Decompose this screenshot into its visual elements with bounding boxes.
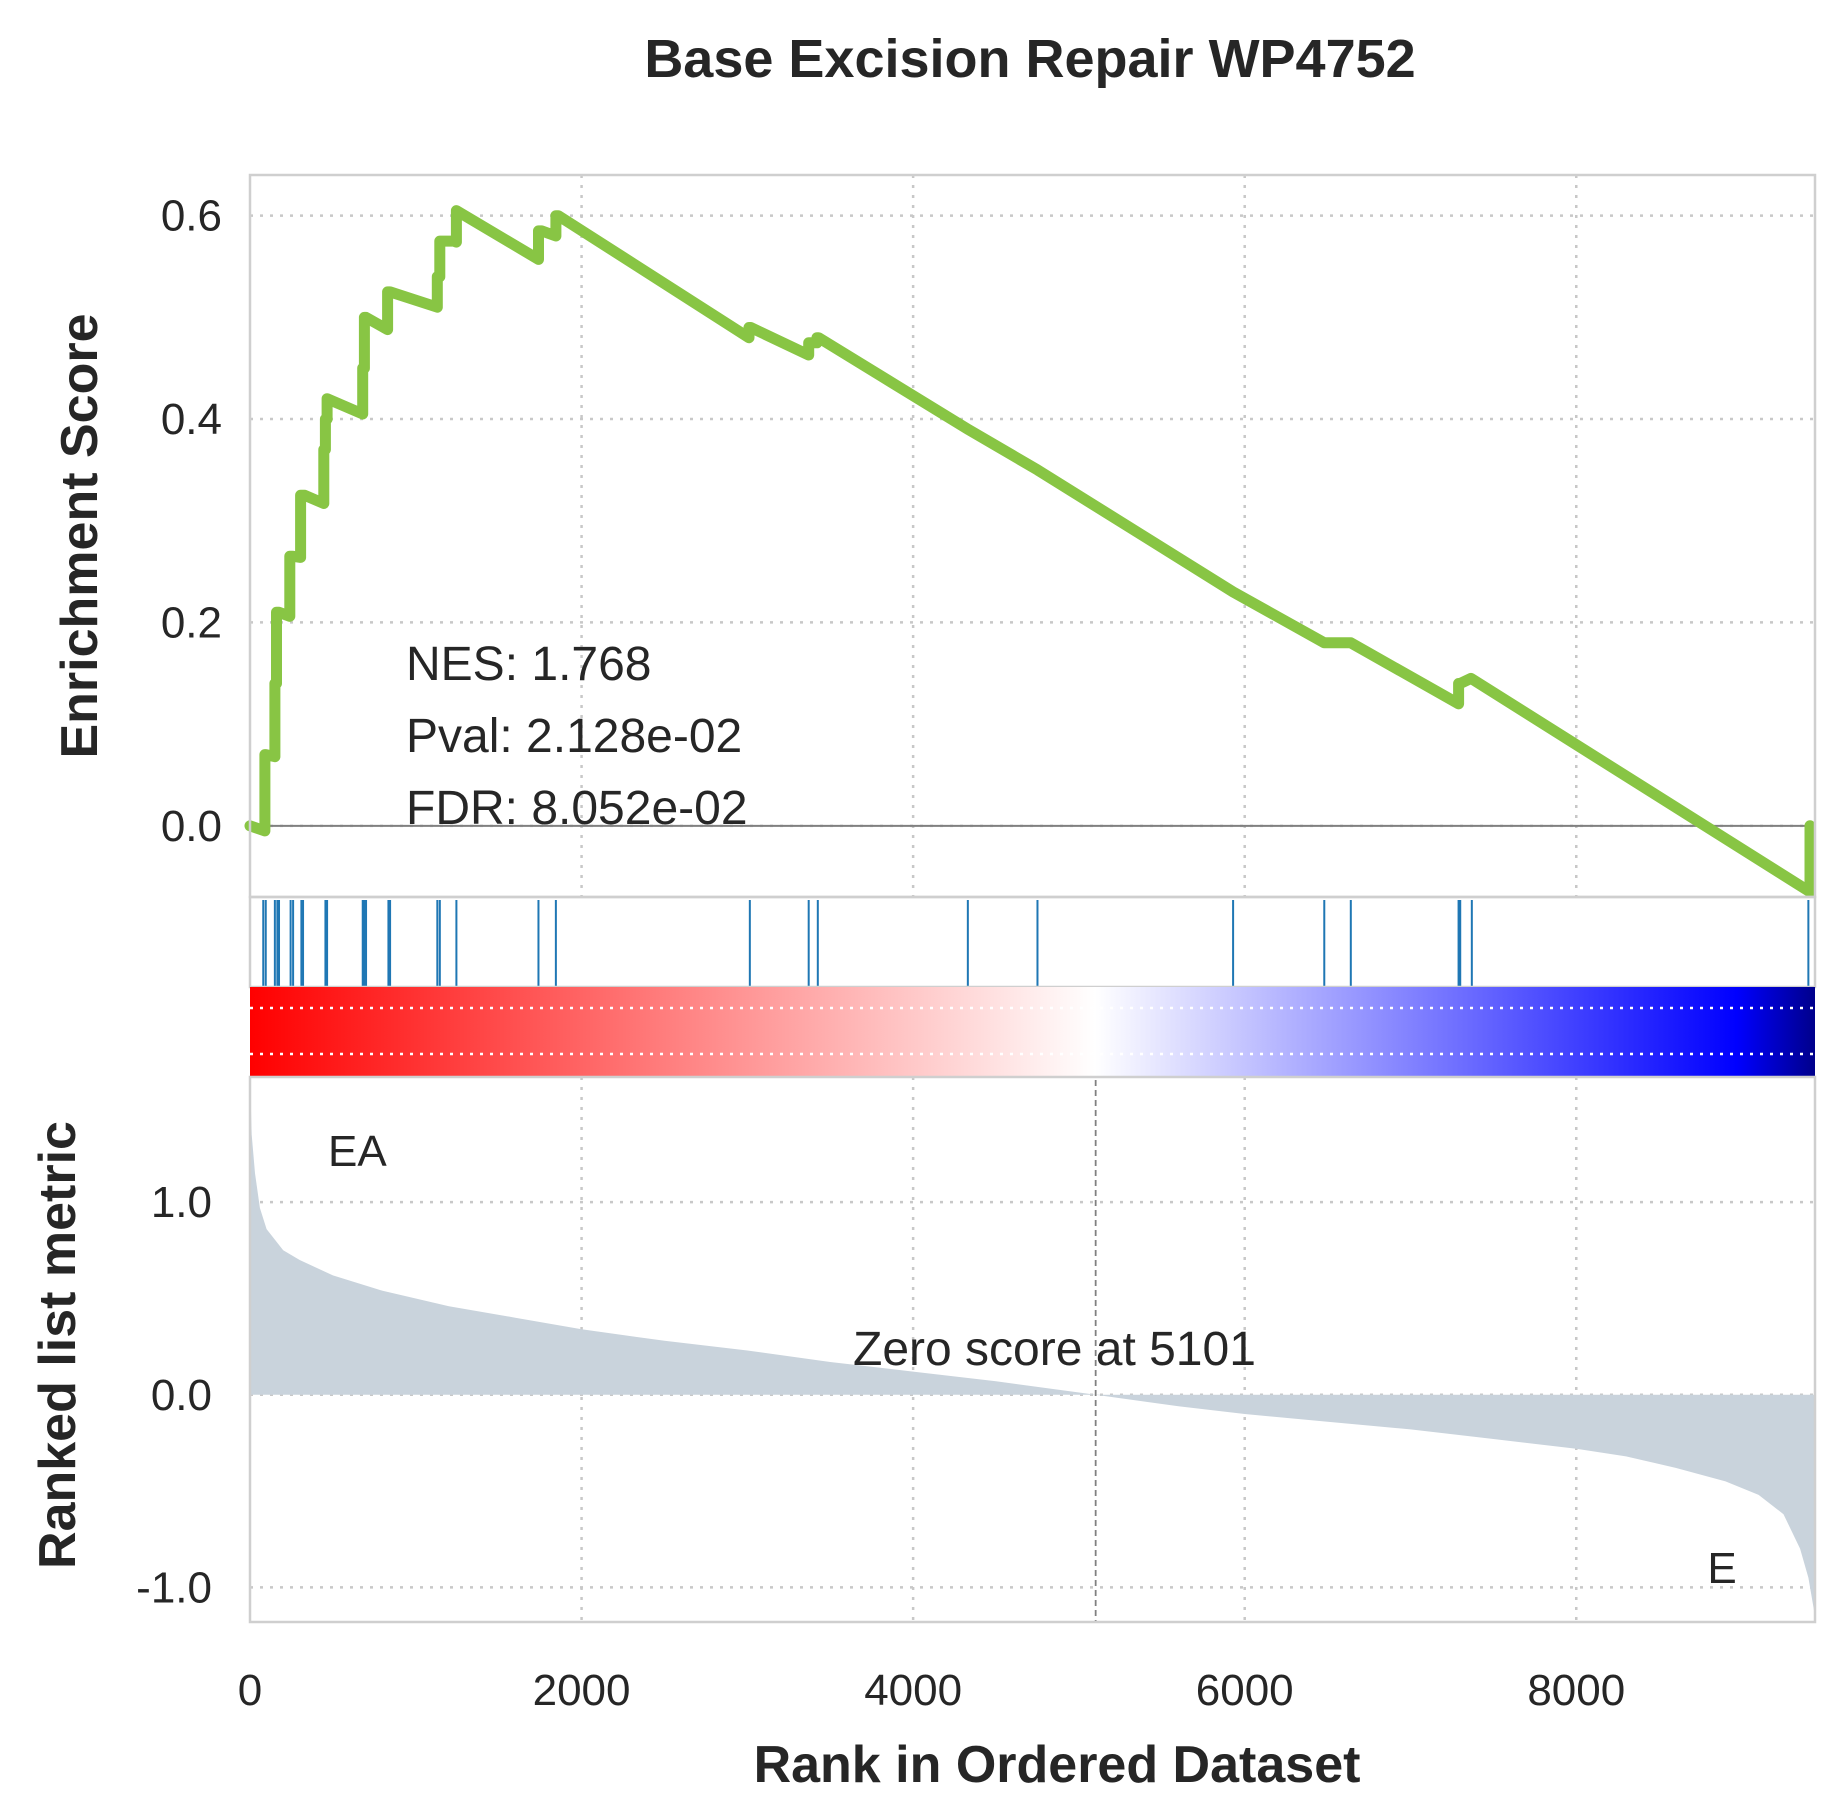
es-y-ticks: 0.0 0.2 0.4 0.6 <box>161 192 222 851</box>
x-tick-label: 4000 <box>864 1666 962 1715</box>
pos-class-label: EA <box>328 1127 387 1176</box>
rank-heatmap <box>250 987 1815 1077</box>
heatmap-bar <box>250 987 1815 1077</box>
x-axis-label: Rank in Ordered Dataset <box>754 1736 1361 1794</box>
metric-y-tick-label: 1.0 <box>151 1178 212 1227</box>
metric-panel: -1.0 0.0 1.0 Ranked list metric Zero score… <box>29 1075 1817 1624</box>
metric-area <box>250 1077 1815 1617</box>
x-tick-label: 0 <box>238 1666 262 1715</box>
hit-lines <box>262 900 1810 987</box>
metric-y-tick-label: 0.0 <box>151 1371 212 1420</box>
chart-title: Base Excision Repair WP4752 <box>644 29 1415 89</box>
es-y-tick-label: 0.0 <box>161 802 222 851</box>
fdr-label: FDR: 8.052e-02 <box>406 782 748 835</box>
es-y-tick-label: 0.6 <box>161 192 222 241</box>
nes-label: NES: 1.768 <box>406 638 651 691</box>
zero-score-label: Zero score at 5101 <box>853 1323 1256 1376</box>
x-ticks: 0 2000 4000 6000 8000 <box>238 1666 1625 1715</box>
metric-ylabel: Ranked list metric <box>29 1121 87 1569</box>
metric-y-tick-label: -1.0 <box>136 1563 212 1612</box>
metric-frame <box>248 1075 1817 1624</box>
x-tick-label: 8000 <box>1527 1666 1625 1715</box>
es-ylabel: Enrichment Score <box>51 313 109 758</box>
es-y-tick-label: 0.4 <box>161 395 222 444</box>
x-tick-label: 2000 <box>533 1666 631 1715</box>
metric-y-ticks: -1.0 0.0 1.0 <box>136 1178 212 1612</box>
hits-frame <box>248 895 1817 989</box>
es-series-line <box>244 205 1816 898</box>
x-tick-label: 6000 <box>1196 1666 1294 1715</box>
es-y-tick-label: 0.2 <box>161 598 222 647</box>
hits-panel <box>248 895 1817 989</box>
neg-class-label: E <box>1707 1544 1736 1593</box>
enrichment-panel: 0.0 0.2 0.4 0.6 Enrichment Score NES: 1.768… <box>51 173 1817 899</box>
pval-label: Pval: 2.128e-02 <box>406 710 742 763</box>
